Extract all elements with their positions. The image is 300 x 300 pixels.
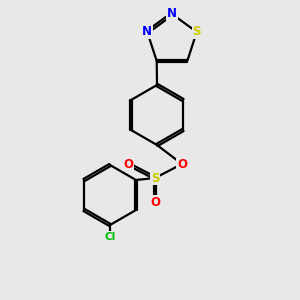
Text: S: S <box>151 172 159 184</box>
Text: O: O <box>123 158 133 170</box>
Text: S: S <box>193 26 201 38</box>
Text: N: N <box>142 26 152 38</box>
Text: O: O <box>150 196 160 208</box>
Text: Cl: Cl <box>104 232 116 242</box>
Text: O: O <box>177 158 187 170</box>
Text: N: N <box>167 8 177 20</box>
